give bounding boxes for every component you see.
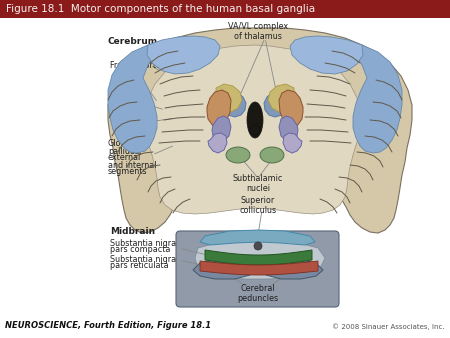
Text: and internal: and internal: [108, 161, 157, 169]
Text: Subthalamic
nuclei: Subthalamic nuclei: [233, 174, 283, 193]
Polygon shape: [261, 260, 323, 279]
Polygon shape: [147, 36, 220, 74]
Polygon shape: [279, 90, 303, 128]
Text: Frontal cortex: Frontal cortex: [110, 61, 166, 70]
Text: Caudate: Caudate: [110, 86, 144, 95]
Polygon shape: [264, 92, 290, 117]
Text: pars compacta: pars compacta: [110, 245, 171, 255]
Text: © 2008 Sinauer Associates, Inc.: © 2008 Sinauer Associates, Inc.: [333, 323, 445, 330]
Polygon shape: [108, 45, 157, 153]
Bar: [0, 0, 450, 18]
Text: segments: segments: [108, 168, 148, 176]
Polygon shape: [207, 90, 231, 128]
Ellipse shape: [250, 125, 260, 135]
Ellipse shape: [247, 102, 263, 138]
Text: Putamen: Putamen: [110, 118, 146, 126]
Polygon shape: [208, 133, 227, 153]
Text: Superior
colliculus: Superior colliculus: [239, 196, 277, 215]
Polygon shape: [205, 250, 312, 265]
Polygon shape: [220, 92, 246, 117]
Polygon shape: [268, 84, 294, 112]
Text: Figure 18.1  Motor components of the human basal ganglia: Figure 18.1 Motor components of the huma…: [6, 4, 315, 14]
Polygon shape: [283, 133, 302, 153]
Polygon shape: [108, 28, 412, 233]
Polygon shape: [193, 260, 255, 279]
Text: Substantia nigra: Substantia nigra: [110, 256, 176, 265]
Polygon shape: [195, 240, 325, 279]
Polygon shape: [279, 116, 298, 141]
Ellipse shape: [254, 242, 262, 250]
Text: Midbrain: Midbrain: [110, 227, 155, 237]
Polygon shape: [200, 261, 318, 275]
Text: capsule: capsule: [109, 105, 140, 115]
Text: Globus: Globus: [108, 140, 136, 148]
Text: Cerebral
peduncles: Cerebral peduncles: [238, 284, 279, 304]
Polygon shape: [200, 230, 315, 245]
Text: Cerebrum: Cerebrum: [108, 38, 158, 47]
FancyBboxPatch shape: [176, 231, 339, 307]
Text: Substantia nigra: Substantia nigra: [110, 240, 176, 248]
Polygon shape: [353, 45, 402, 153]
Ellipse shape: [260, 147, 284, 163]
Text: VA/VL complex
of thalamus: VA/VL complex of thalamus: [228, 22, 288, 41]
Text: pars reticulata: pars reticulata: [110, 262, 169, 270]
Polygon shape: [216, 84, 242, 112]
Polygon shape: [290, 36, 363, 74]
Polygon shape: [212, 116, 231, 141]
Text: external: external: [108, 153, 141, 163]
Polygon shape: [145, 45, 360, 214]
Text: NEUROSCIENCE, Fourth Edition, Figure 18.1: NEUROSCIENCE, Fourth Edition, Figure 18.…: [5, 321, 211, 330]
Text: pallidus,: pallidus,: [108, 146, 141, 155]
Ellipse shape: [226, 147, 250, 163]
Text: Internal: Internal: [109, 98, 140, 107]
